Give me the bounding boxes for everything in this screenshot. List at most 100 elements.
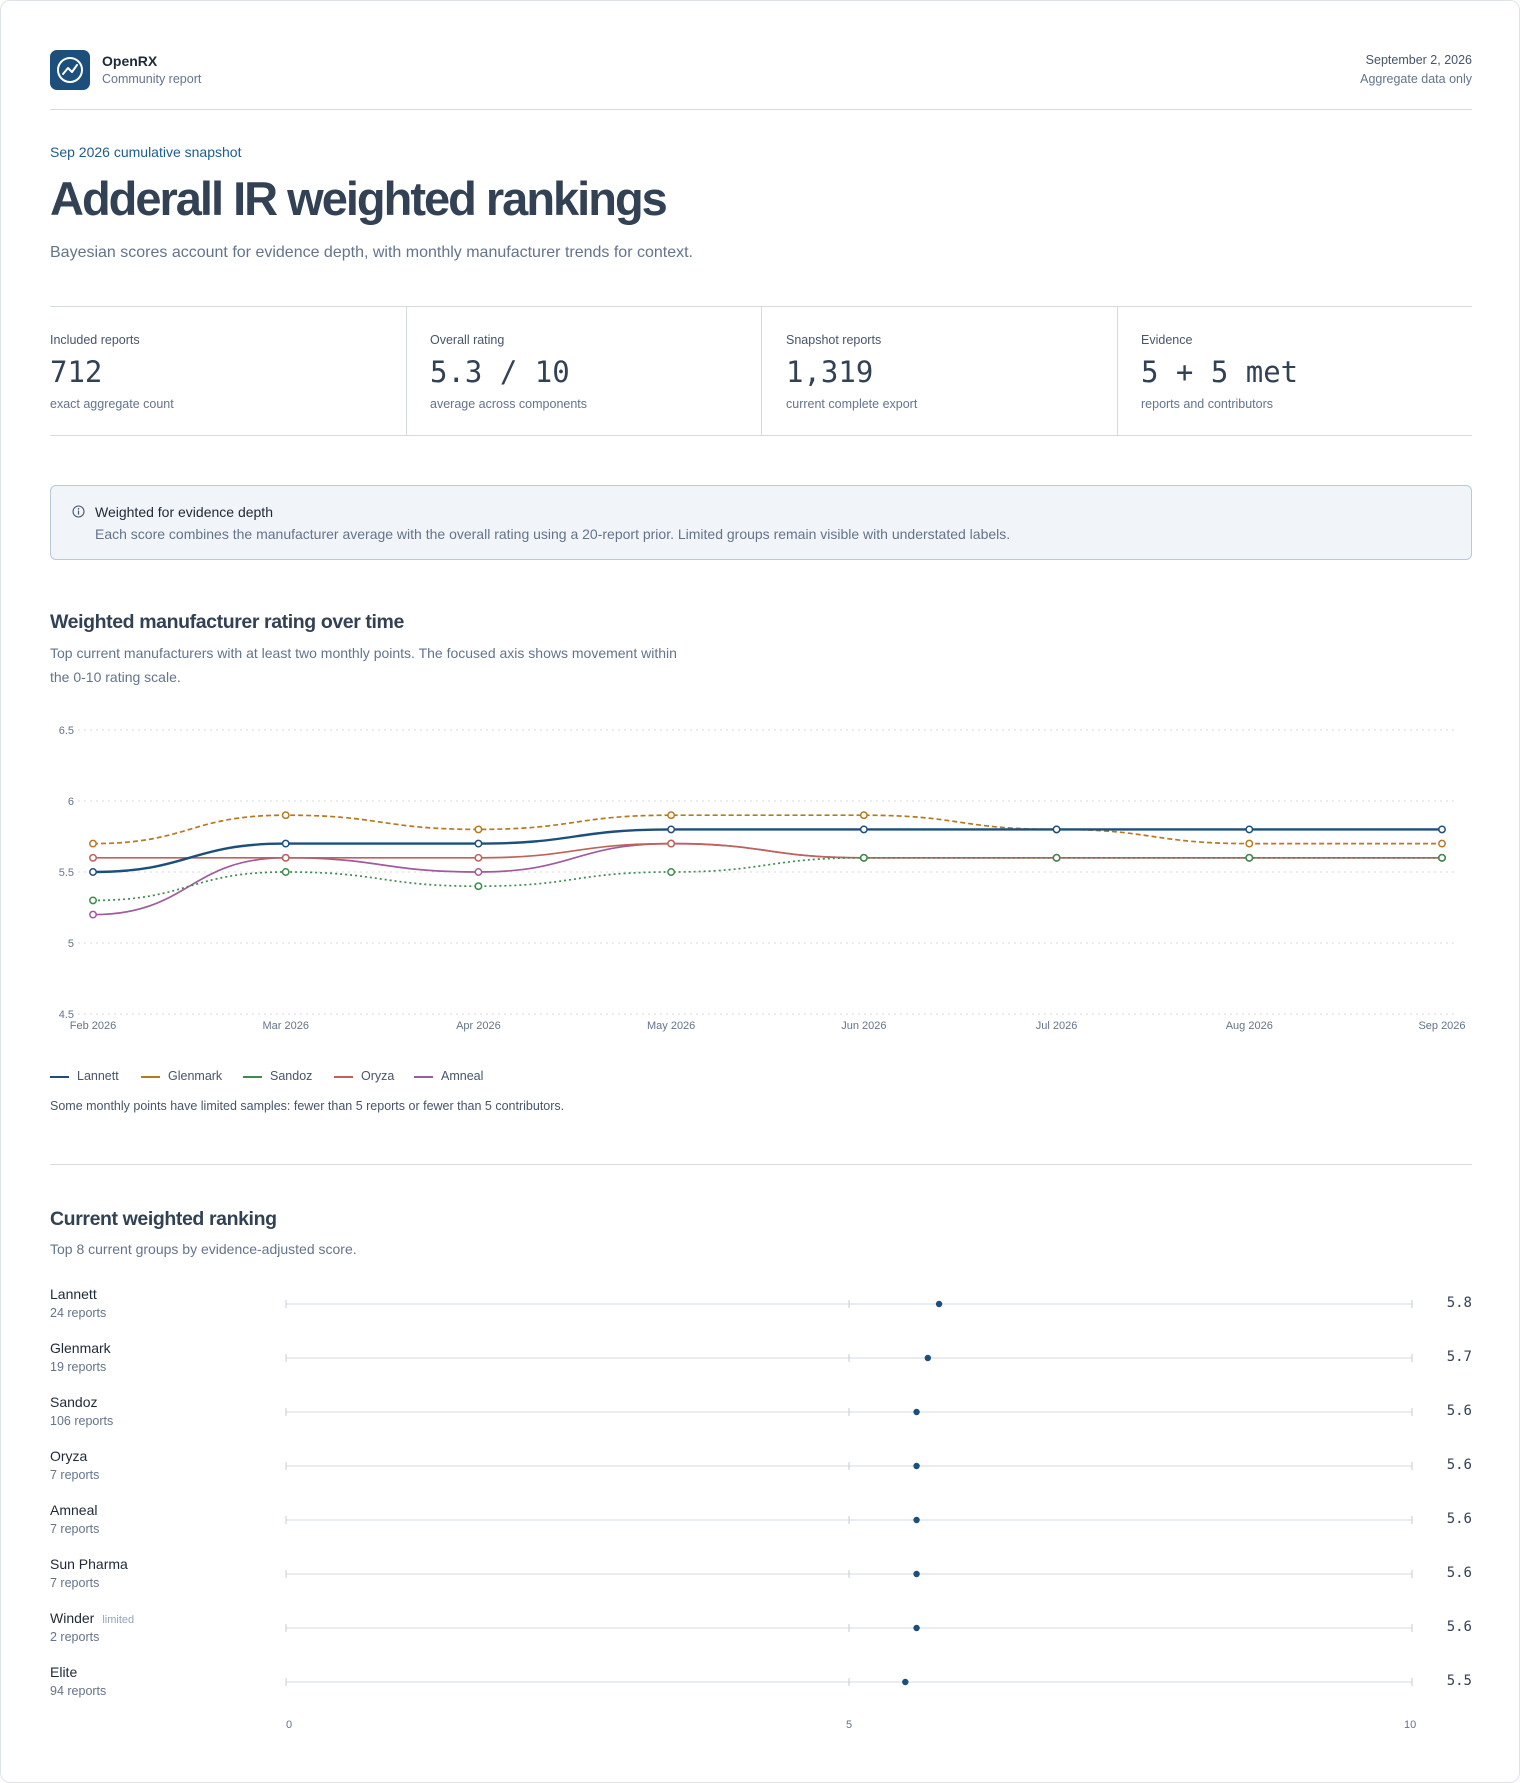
ranking-score: 5.7: [1446, 1349, 1472, 1365]
x-tick-label: May 2026: [647, 1020, 695, 1032]
ranking-name: Winder limited: [50, 1610, 134, 1626]
stat-snapshot-reports: Snapshot reports 1,319 current complete …: [786, 307, 1116, 436]
manufacturer-name: Glenmark: [50, 1340, 111, 1356]
legend-swatch: [141, 1076, 160, 1078]
x-axis-tick-label: 5: [846, 1719, 853, 1731]
ranking-track: [285, 1570, 1413, 1578]
data-point-glenmark: [474, 825, 483, 834]
ranking-score: 5.6: [1446, 1457, 1472, 1473]
stat-label: Included reports: [50, 333, 140, 347]
ranking-track: [285, 1354, 1413, 1362]
ranking-track: [285, 1678, 1413, 1686]
page-subtitle: Bayesian scores account for evidence dep…: [50, 244, 693, 261]
data-point-oryza: [89, 853, 97, 862]
stat-note: exact aggregate count: [50, 397, 174, 411]
data-point-lannett: [667, 825, 676, 834]
y-tick-label: 5.5: [59, 867, 74, 879]
manufacturer-name: Lannett: [50, 1286, 97, 1302]
score-dot: [902, 1678, 909, 1686]
y-tick-label: 6.5: [59, 725, 74, 737]
data-point-amneal: [474, 868, 483, 876]
ranking-track: [285, 1408, 1413, 1416]
ranking-score: 5.8: [1446, 1295, 1472, 1311]
data-point-sandoz: [859, 853, 868, 862]
stat-included-reports: Included reports 712 exact aggregate cou…: [50, 307, 405, 436]
manufacturer-name: Oryza: [50, 1448, 88, 1464]
ranking-report-count: 7 reports: [50, 1468, 100, 1482]
data-point-sandoz: [1438, 853, 1446, 862]
stat-label: Overall rating: [430, 333, 505, 347]
score-dot: [924, 1354, 932, 1362]
series-line-amneal: [92, 842, 1442, 916]
series-line-lannett: [92, 828, 1442, 874]
data-point-amneal: [89, 910, 97, 919]
ranking-track: [285, 1300, 1413, 1308]
manufacturer-name: Sun Pharma: [50, 1556, 128, 1572]
info-icon: [72, 505, 85, 518]
ranking-report-count: 7 reports: [50, 1576, 100, 1590]
ranking-row: Lannett 24 reports 5.8: [50, 1286, 1472, 1326]
legend-swatch: [414, 1076, 433, 1078]
data-point-sandoz: [1052, 853, 1061, 862]
x-axis-tick-label: 10: [1404, 1719, 1417, 1731]
manufacturer-name: Sandoz: [50, 1394, 98, 1410]
ranking-row: Winder limited 2 reports 5.6: [50, 1610, 1472, 1650]
ranking-row: Oryza 7 reports 5.6: [50, 1448, 1472, 1488]
legend-swatch: [50, 1076, 69, 1078]
brand-name: OpenRX: [102, 53, 158, 69]
ranking-report-count: 94 reports: [50, 1684, 107, 1698]
legend-label: Sandoz: [270, 1069, 313, 1083]
series-line-sandoz: [92, 856, 1442, 902]
ranking-row: Glenmark 19 reports 5.7: [50, 1340, 1472, 1380]
ranking-description: Top 8 current groups by evidence-adjuste…: [50, 1241, 357, 1257]
ranking-report-count: 24 reports: [50, 1306, 107, 1320]
manufacturer-name: Elite: [50, 1664, 78, 1680]
logo-icon: [50, 50, 90, 90]
data-point-lannett: [474, 839, 483, 848]
ranking-row: Amneal 7 reports 5.6: [50, 1502, 1472, 1542]
x-tick-label: Jul 2026: [1036, 1020, 1078, 1032]
limited-sample-note: Some monthly points have limited samples…: [50, 1099, 565, 1113]
data-point-glenmark: [667, 811, 676, 820]
data-point-sandoz: [1245, 853, 1254, 862]
ranking-track: [285, 1516, 1413, 1524]
stats-strip: Included reports 712 exact aggregate cou…: [50, 306, 1472, 436]
stat-divider: [406, 307, 407, 436]
data-point-oryza: [281, 853, 290, 862]
data-point-glenmark: [859, 811, 868, 820]
report-date: September 2, 2026: [1365, 53, 1472, 67]
stat-note: average across components: [430, 397, 588, 411]
stat-note: current complete export: [786, 397, 918, 411]
data-point-lannett: [859, 825, 868, 834]
data-point-glenmark: [281, 811, 290, 820]
x-tick-label: Feb 2026: [70, 1020, 116, 1032]
ranking-score: 5.5: [1446, 1673, 1472, 1689]
ranking-track: [285, 1462, 1413, 1470]
ranking-report-count: 7 reports: [50, 1522, 100, 1536]
trend-line-chart: 4.5 5 5.5 6 6.5 Feb 2026 Mar 2026 Apr 2026 May 2…: [59, 725, 1466, 1032]
legend-label: Oryza: [361, 1069, 395, 1083]
ranking-score: 5.6: [1446, 1511, 1472, 1527]
snapshot-eyebrow: Sep 2026 cumulative snapshot: [50, 144, 242, 160]
legend-label: Glenmark: [168, 1069, 223, 1083]
ranking-score: 5.6: [1446, 1403, 1472, 1419]
legend-swatch: [334, 1076, 353, 1078]
ranking-name: Elite: [50, 1664, 77, 1680]
section-divider: [50, 1164, 1472, 1165]
ranking-name: Lannett: [50, 1286, 97, 1302]
ranking-score: 5.6: [1446, 1619, 1472, 1635]
ranking-row: Elite 94 reports 5.5: [50, 1664, 1472, 1704]
ranking-name: Amneal: [50, 1502, 97, 1518]
data-point-sandoz: [474, 882, 483, 891]
data-point-lannett: [1438, 825, 1446, 834]
ranking-report-count: 106 reports: [50, 1414, 114, 1428]
stat-label: Evidence: [1141, 333, 1193, 347]
ranking-name: Glenmark: [50, 1340, 111, 1356]
stat-divider: [1117, 307, 1118, 436]
score-dot: [913, 1516, 920, 1524]
stat-divider: [761, 307, 762, 436]
x-axis-tick-label: 0: [286, 1719, 293, 1731]
x-tick-label: Sep 2026: [1418, 1020, 1465, 1032]
data-point-lannett: [1052, 825, 1061, 834]
